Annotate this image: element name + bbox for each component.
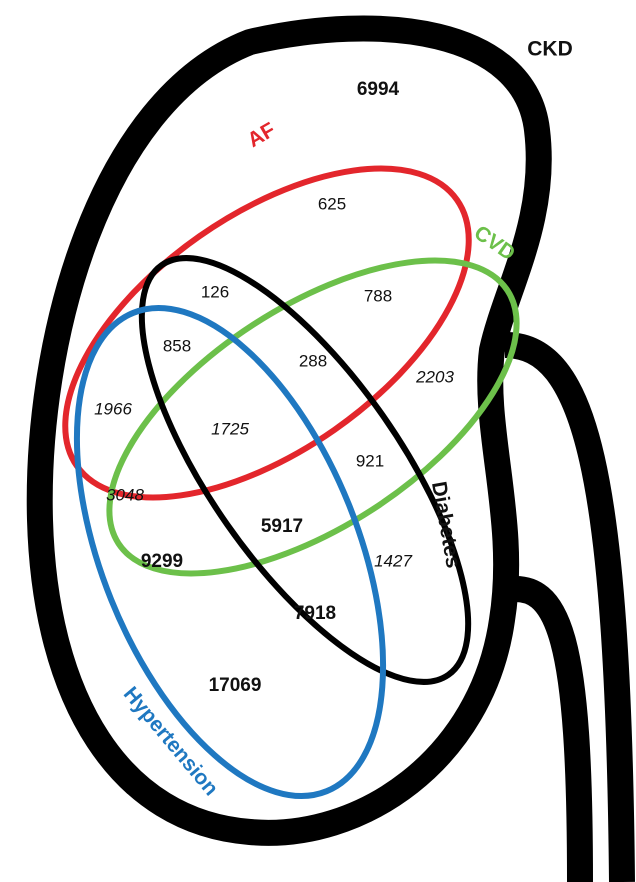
region-count: 5917 [261, 516, 303, 537]
region-count: 2203 [415, 367, 454, 386]
set-label: CKD [527, 38, 573, 61]
set-label: AF [244, 118, 280, 152]
region-count: 788 [364, 286, 392, 305]
ureter-inner [505, 589, 580, 882]
region-count: 1966 [94, 399, 132, 418]
region-count: 7918 [294, 603, 336, 624]
region-count: 858 [163, 336, 191, 355]
region-count: 625 [318, 194, 346, 213]
venn-diagram: CKD AF CVD Diabetes Hypertension 6994 62… [0, 0, 636, 882]
set-label: Diabetes [427, 480, 465, 570]
region-count: 6994 [357, 79, 400, 100]
region-count: 1427 [374, 551, 412, 570]
region-count: 9299 [141, 551, 183, 572]
region-count: 3048 [106, 485, 144, 504]
region-count: 17069 [209, 675, 262, 696]
region-count: 288 [299, 351, 327, 370]
region-count: 921 [356, 451, 384, 470]
region-count: 1725 [211, 419, 249, 438]
region-count: 126 [201, 282, 229, 301]
